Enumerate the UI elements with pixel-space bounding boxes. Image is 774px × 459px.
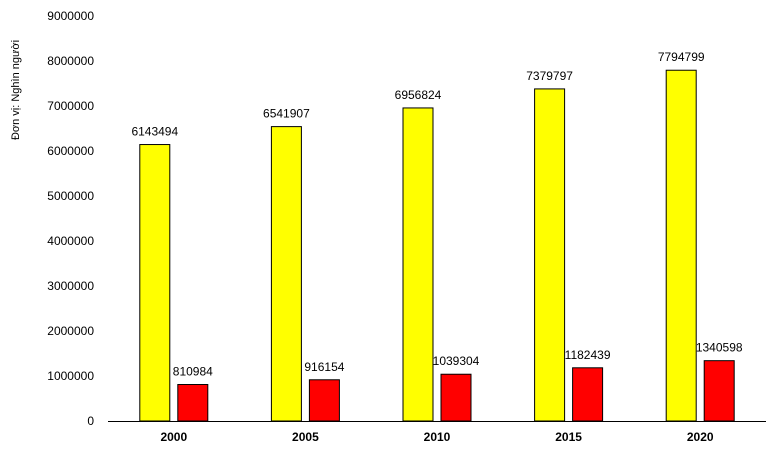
x-tick-label: 2000 <box>160 430 187 444</box>
bar <box>177 384 209 422</box>
bar <box>572 367 604 422</box>
bar <box>665 69 697 422</box>
data-label: 1182439 <box>565 348 611 362</box>
y-tick-label: 8000000 <box>47 54 94 68</box>
bar <box>703 360 735 422</box>
data-label: 6541907 <box>263 107 310 121</box>
data-label: 6143494 <box>131 125 178 139</box>
data-label: 1340598 <box>696 341 743 355</box>
bar <box>270 126 302 422</box>
y-tick-label: 5000000 <box>47 189 94 203</box>
data-label: 1039304 <box>433 354 480 368</box>
data-label: 916154 <box>304 360 344 374</box>
bar <box>308 379 340 422</box>
y-axis-title: Đơn vị: Nghìn người <box>10 40 22 140</box>
y-tick-label: 9000000 <box>47 9 94 23</box>
y-tick-label: 4000000 <box>47 234 94 248</box>
x-tick-label: 2010 <box>424 430 451 444</box>
data-labels: 6143494 810984 6541907 916154 6956824 1039304… <box>131 50 742 378</box>
bar <box>139 144 171 422</box>
y-tick-label: 6000000 <box>47 144 94 158</box>
y-tick-label: 2000000 <box>47 324 94 338</box>
x-tick-label: 2015 <box>555 430 582 444</box>
x-tick-label: 2005 <box>292 430 319 444</box>
bars <box>139 69 735 422</box>
y-tick-label: 1000000 <box>47 369 94 383</box>
y-tick-labels: 0 1000000 2000000 3000000 4000000 5000000 6000… <box>47 9 94 428</box>
x-tick-label: 2020 <box>687 430 714 444</box>
x-tick-labels: 2000 2005 2010 2015 2020 <box>160 430 713 444</box>
y-tick-label: 0 <box>87 414 94 428</box>
data-label: 6956824 <box>395 88 442 102</box>
data-label: 7379797 <box>526 69 573 83</box>
y-tick-label: 3000000 <box>47 279 94 293</box>
data-label: 7794799 <box>658 50 705 64</box>
y-tick-label: 7000000 <box>47 99 94 113</box>
data-label: 810984 <box>173 365 213 379</box>
bar <box>534 88 566 422</box>
bar <box>402 107 434 422</box>
bar <box>440 373 472 422</box>
